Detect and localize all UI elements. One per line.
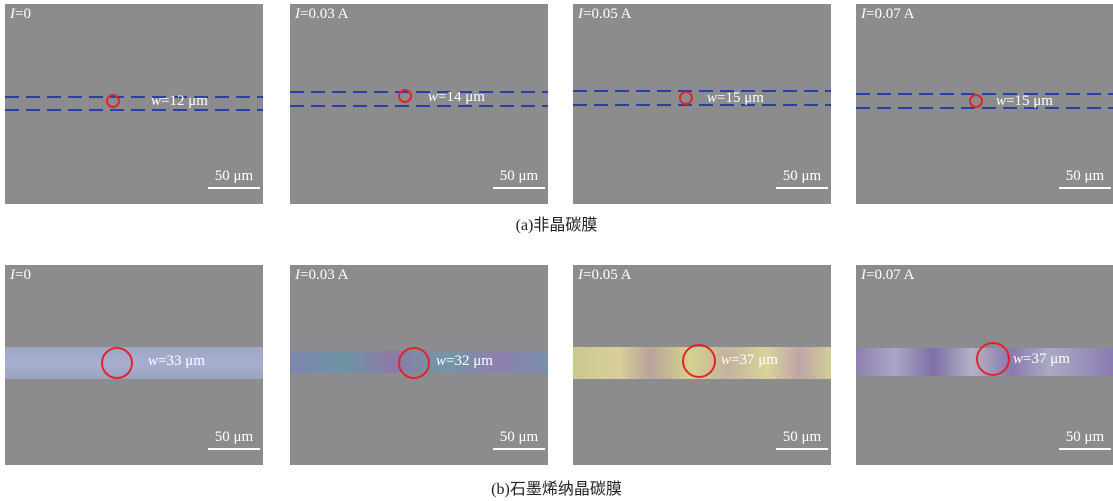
current-label: I=0.05 A: [578, 6, 632, 22]
scale-bar: 50 μm: [208, 168, 260, 189]
measure-circle: [969, 94, 983, 108]
guide-overlay: [101, 347, 133, 379]
measure-circle: [976, 342, 1010, 376]
width-label: w=33 μm: [148, 353, 205, 369]
current-label: I=0.03 A: [295, 267, 349, 283]
width-label: w=37 μm: [721, 352, 778, 368]
measure-circle: [679, 91, 693, 105]
measure-circle: [682, 344, 716, 378]
scale-bar: 50 μm: [776, 168, 828, 189]
wear-track: [573, 347, 831, 379]
current-label: I=0.07 A: [861, 267, 915, 283]
panel-b-2: I=0.03 A w=32 μm 50 μm: [290, 265, 548, 465]
scale-bar: 50 μm: [1059, 429, 1111, 450]
scale-bar: 50 μm: [208, 429, 260, 450]
scale-bar: 50 μm: [776, 429, 828, 450]
wear-track: [5, 347, 263, 379]
guide-overlay: [5, 94, 263, 111]
panel-a-1: I=0 w=12 μm 50 μm: [5, 4, 263, 204]
panel-a-2: I=0.03 A w=14 μm 50 μm: [290, 4, 548, 204]
measure-circle: [398, 347, 430, 379]
scale-bar: 50 μm: [493, 429, 545, 450]
width-label: w=15 μm: [996, 93, 1053, 109]
panel-b-1: I=0 w=33 μm 50 μm: [5, 265, 263, 465]
guide-overlay: [573, 90, 831, 106]
panel-a-3: I=0.05 A w=15 μm 50 μm: [573, 4, 831, 204]
panel-b-4: I=0.07 A w=37 μm 50 μm: [856, 265, 1113, 465]
measure-circle: [398, 89, 412, 103]
panel-a-4: I=0.07 A w=15 μm 50 μm: [856, 4, 1113, 204]
width-label: w=14 μm: [428, 89, 485, 105]
current-label: I=0.07 A: [861, 6, 915, 22]
scale-bar: 50 μm: [1059, 168, 1111, 189]
guide-overlay: [856, 93, 1113, 109]
width-label: w=32 μm: [436, 353, 493, 369]
panel-b-3: I=0.05 A w=37 μm 50 μm: [573, 265, 831, 465]
measure-circle: [106, 94, 120, 108]
caption-b: (b)石墨烯纳晶碳膜: [491, 481, 622, 498]
guide-overlay: [682, 344, 716, 378]
current-label: I=0.03 A: [295, 6, 349, 22]
guide-overlay: [976, 342, 1010, 376]
guide-overlay: [398, 347, 430, 379]
measure-circle: [101, 347, 133, 379]
scale-bar: 50 μm: [493, 168, 545, 189]
wear-track: [290, 351, 548, 373]
current-label: I=0: [10, 6, 31, 22]
current-label: I=0: [10, 267, 31, 283]
width-label: w=37 μm: [1013, 351, 1070, 367]
caption-a: (a)非晶碳膜: [515, 217, 598, 234]
width-label: w=12 μm: [151, 93, 208, 109]
current-label: I=0.05 A: [578, 267, 632, 283]
guide-overlay: [290, 89, 548, 107]
wear-track: [856, 348, 1113, 376]
width-label: w=15 μm: [707, 90, 764, 106]
